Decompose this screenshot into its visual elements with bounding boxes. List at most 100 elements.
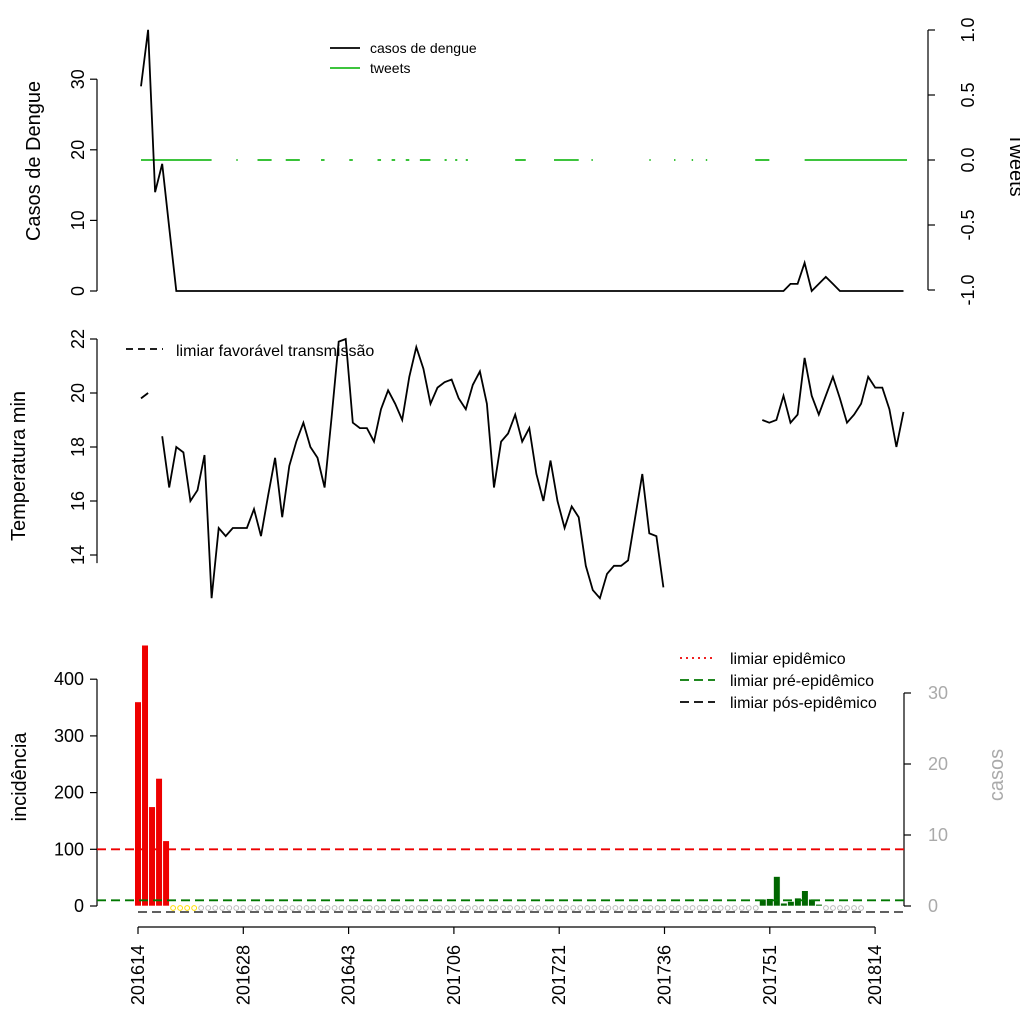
mid-left-tick-label: 14 bbox=[68, 545, 88, 565]
incidence-point bbox=[668, 905, 675, 911]
incidence-point bbox=[598, 905, 605, 911]
incidence-point bbox=[830, 905, 836, 911]
incidence-point bbox=[415, 905, 422, 911]
legend-label-limiar-transmissao: limiar favorável transmissão bbox=[176, 343, 374, 360]
top-y-right-label: Tweets bbox=[1005, 133, 1020, 196]
incidence-point bbox=[296, 905, 303, 911]
incidence-point bbox=[331, 905, 338, 911]
top-left-tick-label: 10 bbox=[68, 210, 88, 230]
incidence-point bbox=[170, 905, 177, 911]
incidence-point bbox=[373, 905, 380, 911]
incidence-point bbox=[226, 905, 233, 911]
incidence-bar bbox=[148, 806, 156, 907]
incidence-point bbox=[198, 905, 205, 911]
incidence-point bbox=[858, 905, 864, 911]
casos-line bbox=[140, 29, 904, 293]
x-tick-label: 201736 bbox=[655, 945, 675, 1005]
incidence-point bbox=[556, 905, 563, 911]
incidence-point bbox=[521, 905, 527, 911]
incidence-point bbox=[689, 905, 696, 911]
middle-panel-temperature: Temperatura min limiar favorável transmi… bbox=[8, 329, 905, 601]
incidence-point bbox=[844, 905, 850, 911]
incidence-point bbox=[451, 905, 457, 911]
incidence-point bbox=[458, 905, 464, 911]
top-left-tick-label: 0 bbox=[68, 286, 88, 296]
incidence-point bbox=[570, 905, 577, 911]
incidence-point bbox=[275, 905, 282, 911]
top-right-tick-label: 1.0 bbox=[958, 17, 978, 42]
incidence-point bbox=[366, 905, 373, 911]
incidence-point bbox=[465, 905, 471, 911]
x-tick-label: 201814 bbox=[865, 945, 885, 1005]
incidence-point bbox=[563, 905, 570, 911]
incidence-bar bbox=[141, 644, 149, 907]
x-tick-label: 201751 bbox=[760, 945, 780, 1005]
incidence-bar bbox=[794, 897, 802, 907]
bottom-panel-incidence: incidência casos limiar epidêmico limiar… bbox=[9, 644, 1008, 1005]
bottom-legend: limiar epidêmico limiar pré-epidêmico li… bbox=[680, 651, 877, 712]
incidence-point bbox=[261, 905, 268, 911]
x-tick-label: 201706 bbox=[444, 945, 464, 1005]
x-tick-label: 201721 bbox=[549, 945, 569, 1005]
bottom-right-tick-label: 30 bbox=[928, 683, 948, 703]
incidence-point bbox=[577, 905, 584, 911]
legend-label-tweets: tweets bbox=[370, 60, 410, 76]
incidence-point bbox=[184, 905, 191, 911]
legend-label-casos: casos de dengue bbox=[370, 40, 477, 56]
incidence-point bbox=[359, 905, 366, 911]
bottom-y-label: incidência bbox=[9, 732, 31, 822]
bottom-right-tick-label: 10 bbox=[928, 825, 948, 845]
incidence-point bbox=[647, 905, 654, 911]
incidence-point bbox=[443, 905, 450, 911]
incidence-point bbox=[254, 905, 261, 911]
incidence-point bbox=[177, 905, 184, 911]
x-tick-label: 201628 bbox=[233, 945, 253, 1005]
incidence-point bbox=[472, 905, 478, 911]
mid-left-tick-label: 22 bbox=[68, 329, 88, 349]
legend-label-pre-epidemico: limiar pré-epidêmico bbox=[730, 673, 874, 690]
mid-left-tick-label: 18 bbox=[68, 437, 88, 457]
incidence-point bbox=[724, 905, 731, 911]
incidence-point bbox=[282, 905, 289, 911]
incidence-point bbox=[191, 905, 198, 911]
incidence-point bbox=[661, 905, 668, 911]
x-tick-label: 201614 bbox=[128, 945, 148, 1005]
incidence-point bbox=[584, 905, 591, 911]
incidence-point bbox=[387, 905, 394, 911]
incidence-point bbox=[219, 905, 226, 911]
bottom-right-tick-label: 20 bbox=[928, 754, 948, 774]
incidence-point bbox=[310, 905, 317, 911]
incidence-point bbox=[436, 905, 443, 911]
incidence-bar bbox=[155, 778, 163, 907]
incidence-bar bbox=[801, 890, 809, 907]
top-y-label: Casos de Dengue bbox=[23, 81, 45, 241]
incidence-point bbox=[591, 905, 598, 911]
incidence-point bbox=[823, 905, 829, 911]
incidence-point bbox=[626, 905, 633, 911]
incidence-point bbox=[549, 905, 556, 911]
incidence-bar bbox=[162, 840, 170, 907]
incidence-bar bbox=[759, 898, 767, 907]
incidence-point bbox=[717, 905, 724, 911]
top-right-tick-label: -1.0 bbox=[958, 274, 978, 305]
temperature-line-segment bbox=[761, 357, 905, 448]
incidence-point bbox=[514, 905, 520, 911]
incidence-point bbox=[317, 905, 324, 911]
incidence-point bbox=[745, 905, 752, 911]
bottom-y-right-label: casos bbox=[986, 749, 1008, 801]
top-right-tick-label: 0.5 bbox=[958, 82, 978, 107]
incidence-point bbox=[345, 905, 352, 911]
incidence-point bbox=[738, 905, 745, 911]
top-right-tick-label: -0.5 bbox=[958, 209, 978, 240]
incidence-point bbox=[619, 905, 626, 911]
top-legend: casos de dengue tweets bbox=[330, 40, 477, 76]
incidence-point bbox=[401, 905, 408, 911]
incidence-point bbox=[605, 905, 612, 911]
incidence-point bbox=[507, 905, 513, 911]
incidence-point bbox=[205, 905, 212, 911]
incidence-point bbox=[479, 905, 485, 911]
x-tick-label: 201643 bbox=[339, 945, 359, 1005]
mid-y-label: Temperatura min bbox=[8, 391, 30, 541]
incidence-point bbox=[696, 905, 703, 911]
top-left-tick-label: 30 bbox=[68, 69, 88, 89]
